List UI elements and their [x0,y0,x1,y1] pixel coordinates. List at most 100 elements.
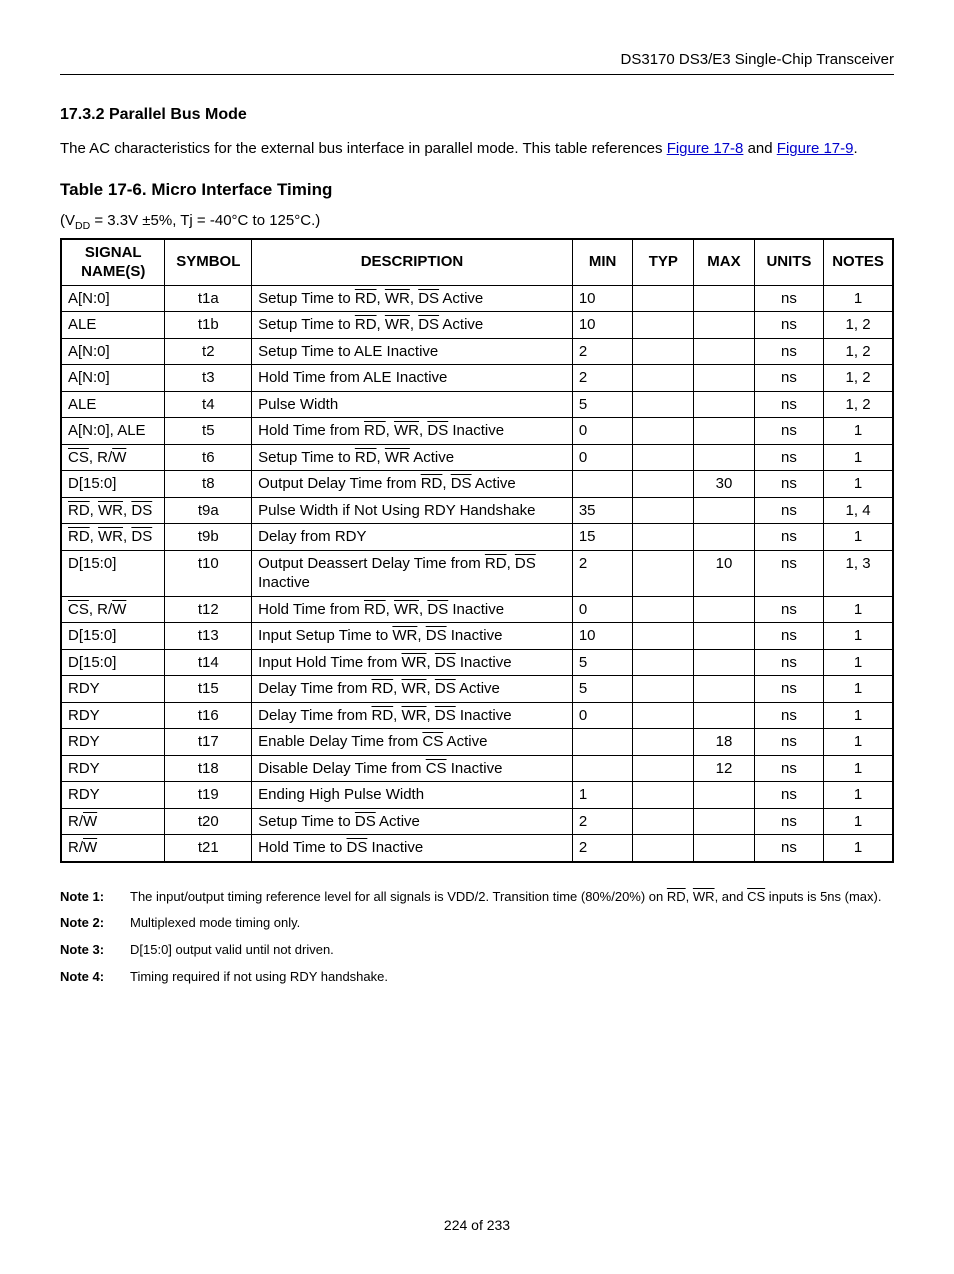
th-symbol: SYMBOL [165,239,252,286]
note-label: Note 1: [60,889,130,906]
cell-typ [633,418,694,445]
cell-notes: 1 [824,649,893,676]
cell-units: ns [754,312,823,339]
note-row: Note 1:The input/output timing reference… [60,889,894,906]
cell-notes: 1 [824,808,893,835]
note-text: The input/output timing reference level … [130,889,894,906]
cell-units: ns [754,702,823,729]
cell-max: 10 [694,550,755,596]
cell-typ [633,285,694,312]
cell-description: Output Delay Time from RD, DS Active [252,471,573,498]
figure-link-17-8[interactable]: Figure 17-8 [667,140,744,157]
cell-signal: RDY [61,755,165,782]
cell-typ [633,755,694,782]
note-text: Multiplexed mode timing only. [130,915,894,932]
cell-description: Input Hold Time from WR, DS Inactive [252,649,573,676]
th-min: MIN [572,239,633,286]
cell-symbol: t1a [165,285,252,312]
table-row: RD, WR, DSt9bDelay from RDY15ns1 [61,524,893,551]
cell-units: ns [754,338,823,365]
table-row: R/Wt21Hold Time to DS Inactive2ns1 [61,835,893,862]
cell-typ [633,702,694,729]
cell-typ [633,729,694,756]
cell-min: 15 [572,524,633,551]
cell-min: 35 [572,497,633,524]
cell-min: 0 [572,418,633,445]
cell-symbol: t19 [165,782,252,809]
table-row: A[N:0]t1aSetup Time to RD, WR, DS Active… [61,285,893,312]
cell-symbol: t15 [165,676,252,703]
cell-max: 12 [694,755,755,782]
table-row: A[N:0]t2Setup Time to ALE Inactive2ns1, … [61,338,893,365]
section-paragraph: The AC characteristics for the external … [60,139,894,159]
cell-description: Delay Time from RD, WR, DS Active [252,676,573,703]
cell-notes: 1, 2 [824,365,893,392]
cell-typ [633,596,694,623]
cell-typ [633,391,694,418]
cell-notes: 1 [824,418,893,445]
cell-max [694,835,755,862]
cell-min: 1 [572,782,633,809]
cell-units: ns [754,782,823,809]
table-header-row: SIGNAL NAME(S) SYMBOL DESCRIPTION MIN TY… [61,239,893,286]
cell-min: 2 [572,808,633,835]
cell-notes: 1 [824,676,893,703]
cell-symbol: t8 [165,471,252,498]
cell-description: Setup Time to RD, WR, DS Active [252,312,573,339]
cell-description: Setup Time to RD, WR Active [252,444,573,471]
section-heading: 17.3.2 Parallel Bus Mode [60,105,894,126]
cell-max [694,782,755,809]
th-signal: SIGNAL NAME(S) [61,239,165,286]
cell-symbol: t1b [165,312,252,339]
cell-symbol: t20 [165,808,252,835]
th-notes: NOTES [824,239,893,286]
cell-units: ns [754,596,823,623]
cell-description: Delay from RDY [252,524,573,551]
cell-typ [633,497,694,524]
cell-typ [633,312,694,339]
cell-symbol: t3 [165,365,252,392]
cell-description: Setup Time to RD, WR, DS Active [252,285,573,312]
table-row: CS, R/Wt12Hold Time from RD, WR, DS Inac… [61,596,893,623]
timing-table: SIGNAL NAME(S) SYMBOL DESCRIPTION MIN TY… [60,238,894,863]
cell-notes: 1 [824,782,893,809]
page-number: 224 of 233 [60,1216,894,1234]
cell-notes: 1 [824,623,893,650]
cell-min [572,471,633,498]
cell-signal: RDY [61,729,165,756]
cell-description: Pulse Width [252,391,573,418]
cell-notes: 1 [824,444,893,471]
cell-units: ns [754,285,823,312]
table-conditions: (VDD = 3.3V ±5%, Tj = -40°C to 125°C.) [60,211,894,234]
cell-typ [633,623,694,650]
note-label: Note 4: [60,969,130,986]
table-row: RDYt15Delay Time from RD, WR, DS Active5… [61,676,893,703]
cell-symbol: t2 [165,338,252,365]
cell-max [694,285,755,312]
cell-description: Input Setup Time to WR, DS Inactive [252,623,573,650]
cell-typ [633,649,694,676]
cell-notes: 1 [824,524,893,551]
cell-notes: 1, 2 [824,312,893,339]
cell-units: ns [754,497,823,524]
cell-symbol: t18 [165,755,252,782]
cell-min: 10 [572,312,633,339]
cell-max: 18 [694,729,755,756]
cell-notes: 1, 3 [824,550,893,596]
cell-signal: RDY [61,782,165,809]
figure-link-17-9[interactable]: Figure 17-9 [777,140,854,157]
table-row: R/Wt20Setup Time to DS Active2ns1 [61,808,893,835]
cell-notes: 1, 2 [824,338,893,365]
table-row: D[15:0]t14Input Hold Time from WR, DS In… [61,649,893,676]
table-row: RDYt16Delay Time from RD, WR, DS Inactiv… [61,702,893,729]
cell-notes: 1, 2 [824,391,893,418]
table-row: RDYt17Enable Delay Time from CS Active18… [61,729,893,756]
cell-description: Setup Time to ALE Inactive [252,338,573,365]
cell-typ [633,782,694,809]
cell-signal: ALE [61,312,165,339]
notes-block: Note 1:The input/output timing reference… [60,889,894,987]
cell-units: ns [754,808,823,835]
cell-max: 30 [694,471,755,498]
cell-units: ns [754,623,823,650]
cell-max [694,312,755,339]
